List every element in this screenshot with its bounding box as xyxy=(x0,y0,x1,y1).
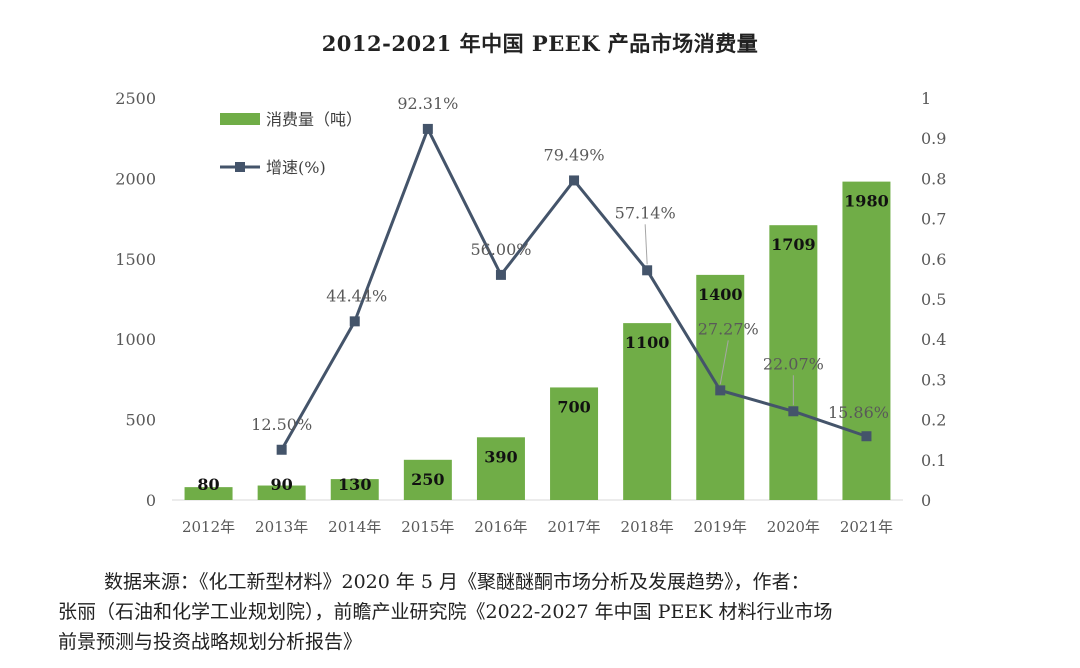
bar-value-label: 130 xyxy=(338,475,371,494)
growth-value-label: 44.44% xyxy=(326,286,387,305)
x-tick-label: 2019年 xyxy=(694,518,747,536)
x-tick-label: 2016年 xyxy=(474,518,527,536)
y-right-tick-label: 0 xyxy=(921,491,931,510)
bar xyxy=(476,437,525,500)
y-right-tick-label: 0.7 xyxy=(921,210,946,229)
x-tick-label: 2018年 xyxy=(621,518,674,536)
growth-marker xyxy=(715,385,726,396)
x-tick-label: 2020年 xyxy=(767,518,820,536)
source-note-line-2: 张丽（石油和化学工业规划院），前瞻产业研究院《2022-2027 年中国 PEE… xyxy=(58,601,833,623)
bar-value-label: 390 xyxy=(484,447,517,466)
y-right-tick-label: 0.2 xyxy=(921,411,946,430)
x-tick-label: 2014年 xyxy=(328,518,381,536)
growth-value-label: 79.49% xyxy=(544,145,605,164)
growth-value-label: 15.86% xyxy=(828,403,889,422)
x-tick-label: 2013年 xyxy=(255,518,308,536)
growth-marker xyxy=(349,316,360,327)
growth-value-label: 56.00% xyxy=(470,240,531,259)
chart-title: 2012-2021 年中国 PEEK 产品市场消费量 xyxy=(321,31,759,56)
growth-marker xyxy=(569,175,580,186)
growth-marker xyxy=(642,265,653,276)
chart-plot: 0 500 1000 1500 2000 2500 0 0.1 0.2 0.3 0.4 0.5 0.6 0… xyxy=(115,89,946,536)
bar-value-label: 1709 xyxy=(771,235,816,254)
growth-label-leader xyxy=(644,224,648,265)
source-note-line-1: 数据来源：《化工新型材料》2020 年 5 月《聚醚醚酮市场分析及发展趋势》，作… xyxy=(104,571,810,593)
y-right-tick-label: 0.6 xyxy=(921,250,946,269)
bar xyxy=(403,459,452,500)
y-right-tick-label: 0.4 xyxy=(921,330,946,349)
bar-value-label: 80 xyxy=(197,475,219,494)
legend-bar-label: 消费量（吨） xyxy=(266,110,362,129)
growth-label-leader xyxy=(719,340,729,385)
growth-marker xyxy=(788,406,799,417)
y-left-tick-label: 500 xyxy=(125,411,156,430)
y-right-tick-label: 0.5 xyxy=(921,290,946,309)
growth-marker xyxy=(276,444,287,455)
growth-value-label: 22.07% xyxy=(763,354,824,373)
y-right-tick-label: 0.9 xyxy=(921,129,946,148)
y-left-tick-label: 1500 xyxy=(115,250,156,269)
bar-value-label: 90 xyxy=(271,475,293,494)
bar-value-label: 1100 xyxy=(625,333,670,352)
y-right-tick-label: 1 xyxy=(921,89,931,108)
x-tick-label: 2015年 xyxy=(401,518,454,536)
source-note-line-3: 前景预测与投资战略规划分析报告》 xyxy=(58,631,363,653)
bar xyxy=(257,485,306,500)
bar xyxy=(550,387,599,500)
growth-marker xyxy=(422,123,433,134)
x-tick-label: 2012年 xyxy=(182,518,235,536)
bar-value-label: 1400 xyxy=(698,285,743,304)
bar xyxy=(769,225,818,500)
y-left-tick-label: 2000 xyxy=(115,169,156,188)
bar xyxy=(330,479,379,500)
growth-marker xyxy=(861,431,872,442)
bar-value-label: 250 xyxy=(411,470,444,489)
growth-value-label: 12.50% xyxy=(251,415,312,434)
x-tick-label: 2017年 xyxy=(547,518,600,536)
x-tick-label: 2021年 xyxy=(840,518,893,536)
y-left-tick-label: 1000 xyxy=(115,330,156,349)
legend-line-label: 增速(%) xyxy=(266,158,326,177)
growth-value-label: 27.27% xyxy=(698,319,759,338)
legend-bar-swatch xyxy=(220,113,260,125)
y-right-tick-label: 0.3 xyxy=(921,370,946,389)
growth-value-label: 92.31% xyxy=(397,94,458,113)
bar xyxy=(842,181,891,500)
y-right-tick-label: 0.8 xyxy=(921,169,946,188)
y-left-tick-label: 2500 xyxy=(115,89,156,108)
y-left-tick-label: 0 xyxy=(146,491,156,510)
growth-value-label: 57.14% xyxy=(615,203,676,222)
legend-line-marker xyxy=(235,162,245,172)
y-right-tick-label: 0.1 xyxy=(921,451,946,470)
bar-value-label: 700 xyxy=(557,397,590,416)
bar-value-label: 1980 xyxy=(844,192,889,211)
bar xyxy=(623,323,672,500)
growth-marker xyxy=(495,269,506,280)
bar xyxy=(184,487,233,500)
